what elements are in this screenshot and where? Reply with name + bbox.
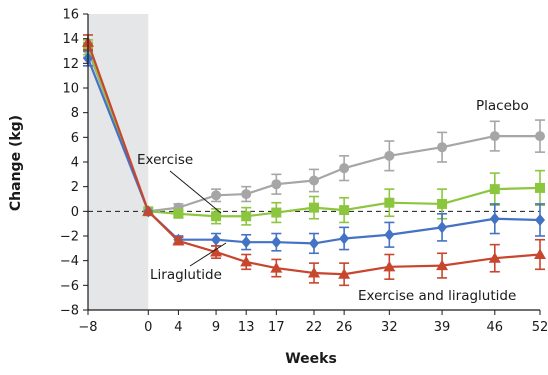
y-tick-label: −4 [60, 254, 79, 269]
series-label-placebo: Placebo [476, 98, 529, 114]
liraglutide-point [339, 232, 350, 245]
exercise-and-liraglutide-point [210, 246, 223, 257]
exercise-and-liraglutide-point [534, 248, 546, 259]
liraglutide-label-leader [189, 242, 227, 267]
exercise-and-liraglutide-point [172, 234, 185, 246]
y-tick-label: 12 [62, 57, 79, 72]
exercise-point [437, 198, 448, 209]
liraglutide-point [309, 237, 319, 250]
y-tick-label: 4 [71, 156, 79, 171]
x-tick-label: 52 [532, 320, 548, 335]
y-tick-label: 16 [62, 8, 79, 23]
exercise-and-liraglutide-line [86, 41, 541, 276]
exercise-point [535, 182, 545, 193]
exercise-and-liraglutide-point [308, 267, 320, 278]
series-label-exercise-and-liraglutide: Exercise and liraglutide [358, 288, 516, 304]
exercise-and-liraglutide-point [142, 205, 155, 216]
y-tick-label: −2 [60, 230, 79, 245]
x-tick-label: 22 [306, 320, 323, 335]
exercise-point [271, 207, 282, 218]
exercise-point [211, 211, 222, 222]
x-tick-label: 46 [487, 320, 504, 335]
y-tick-label: 2 [71, 180, 79, 195]
exercise-label-leader [169, 170, 222, 214]
x-axis-title: Weeks [285, 351, 337, 367]
exercise-point [241, 211, 252, 222]
placebo-point [271, 179, 282, 190]
placebo-point [489, 131, 500, 142]
x-tick-label: 17 [268, 320, 285, 335]
series-liraglutide [83, 50, 545, 255]
exercise-and-liraglutide-point [383, 260, 396, 272]
placebo-point [309, 175, 319, 186]
liraglutide-point [271, 236, 282, 249]
placebo-point [339, 163, 350, 174]
x-tick-label: −8 [78, 320, 97, 335]
x-tick-label: 0 [144, 320, 152, 335]
placebo-point [211, 190, 222, 201]
x-tick-label: 9 [212, 320, 220, 335]
x-tick-label: 4 [174, 320, 182, 335]
baseline-shaded-region [88, 14, 149, 310]
exercise-and-liraglutide-point [338, 268, 351, 279]
x-tick-label: 39 [434, 320, 451, 335]
exercise-line [86, 46, 541, 218]
x-tick-label: 26 [336, 320, 353, 335]
series-exercise [83, 39, 545, 226]
exercise-point [173, 208, 184, 219]
liraglutide-point [241, 236, 252, 249]
y-tick-label: 10 [62, 82, 79, 97]
y-tick-label: 8 [71, 106, 79, 121]
placebo-point [384, 150, 395, 161]
y-axis-title: Change (kg) [8, 115, 24, 211]
exercise-point [339, 205, 350, 216]
exercise-and-liraglutide-point [240, 255, 253, 267]
liraglutide-point [437, 221, 448, 234]
y-tick-label: 6 [71, 131, 79, 146]
x-tick-label: 32 [381, 320, 398, 335]
y-tick-label: 0 [71, 205, 79, 220]
placebo-point [535, 131, 545, 142]
series-label-exercise: Exercise [137, 152, 193, 168]
liraglutide-point [489, 212, 500, 225]
series-placebo [83, 41, 545, 217]
liraglutide-point [211, 233, 222, 246]
series-layer [82, 34, 546, 287]
exercise-point [489, 184, 500, 195]
exercise-point [309, 202, 319, 213]
y-tick-label: 14 [62, 32, 79, 47]
exercise-and-liraglutide-point [436, 259, 449, 271]
x-tick-label: 13 [238, 320, 255, 335]
annotation-layer: Placebo Exercise Liraglutide Exercise an… [137, 98, 529, 304]
liraglutide-point [384, 228, 395, 241]
series-exercise-and-liraglutide [82, 34, 546, 287]
placebo-point [437, 142, 448, 153]
exercise-point [384, 197, 395, 208]
y-tick-label: −8 [60, 304, 79, 319]
placebo-line [86, 49, 540, 213]
y-tick-label: −6 [60, 279, 79, 294]
liraglutide-point [535, 213, 545, 226]
exercise-and-liraglutide-point [488, 252, 501, 263]
exercise-and-liraglutide-point [270, 262, 283, 273]
placebo-point [241, 189, 252, 200]
series-label-liraglutide: Liraglutide [150, 267, 222, 283]
